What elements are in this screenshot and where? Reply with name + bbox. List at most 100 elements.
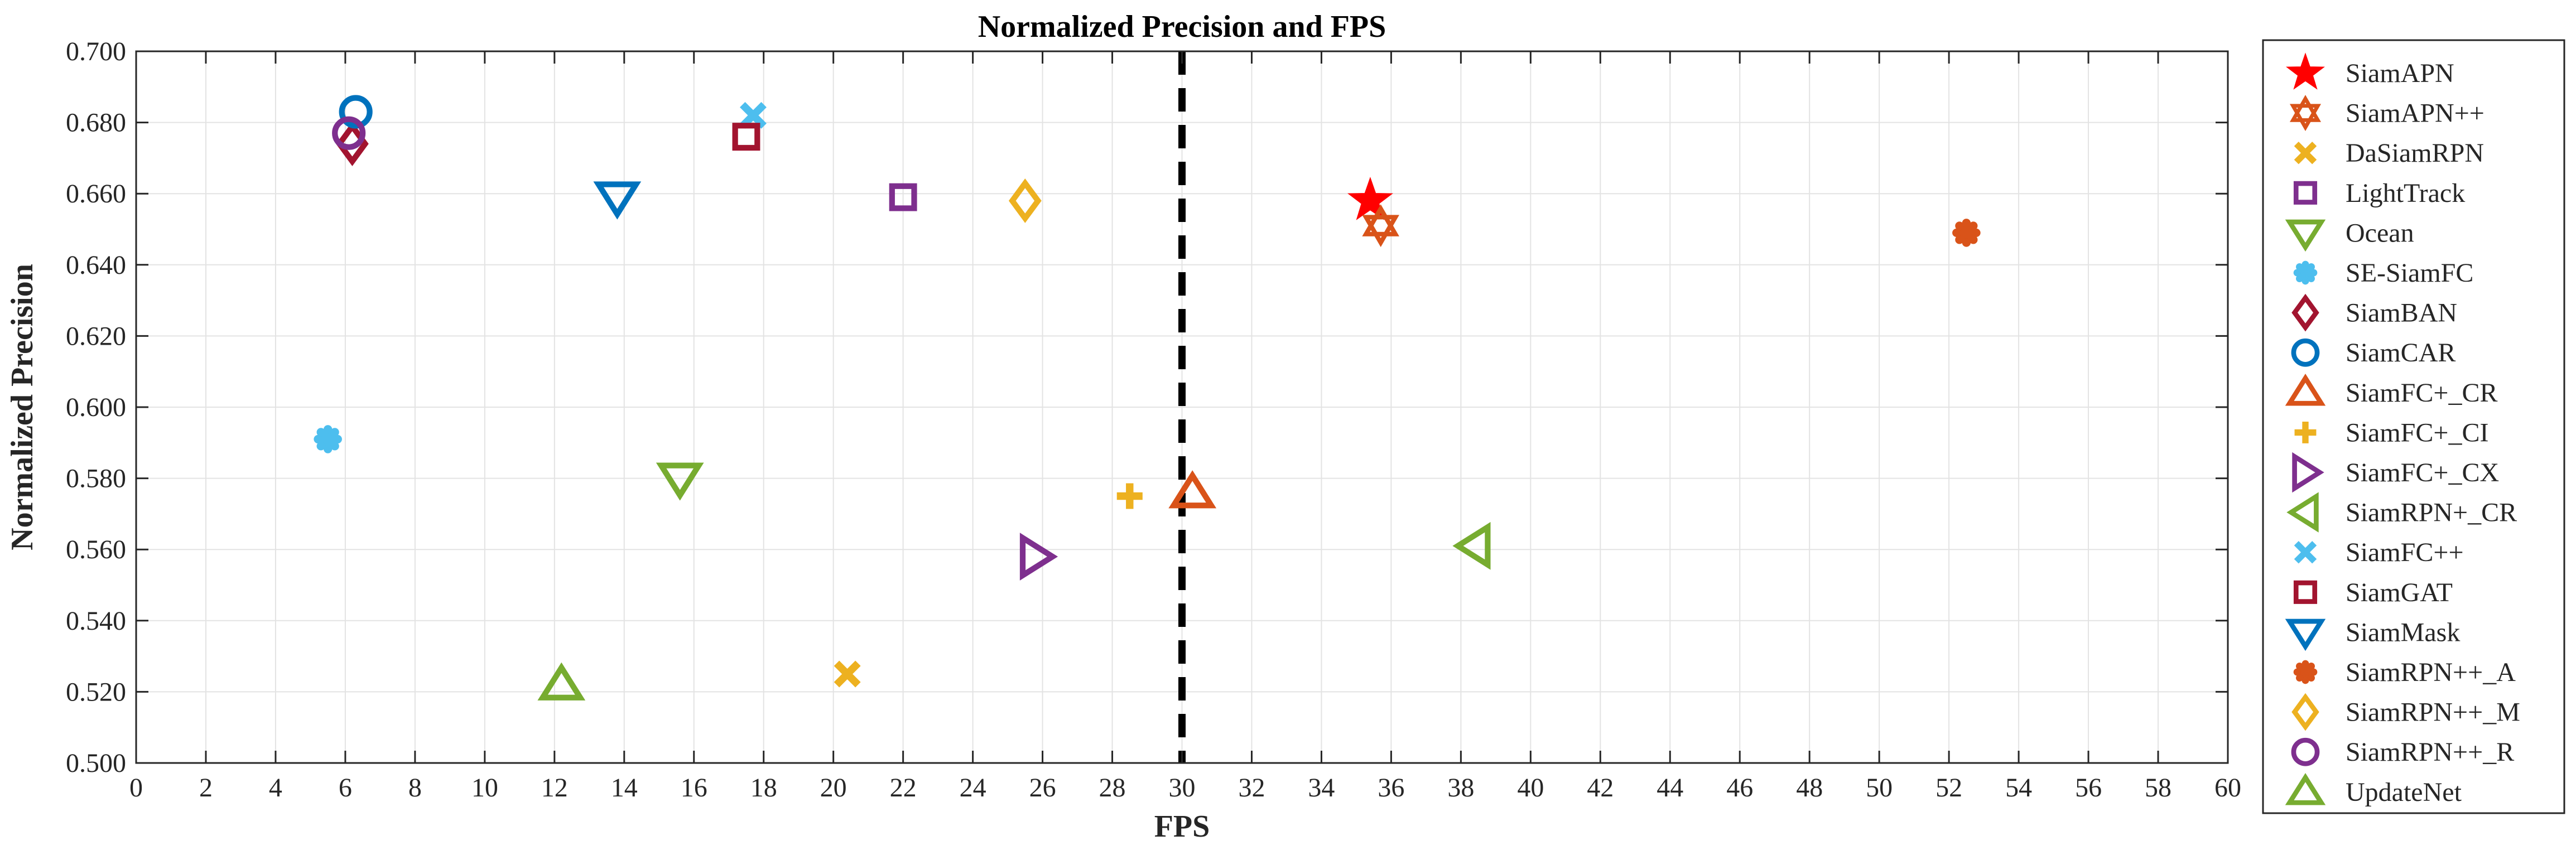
x-tick-label: 2 [199,773,213,803]
legend-label: SiamMask [2346,617,2460,647]
legend-marker [2291,693,2319,731]
data-point-siamrpnp-cr [1452,521,1491,570]
legend-box [2262,39,2565,814]
x-tick-label: 42 [1587,773,1614,803]
legend-label: SiamFC+_CX [2346,458,2499,487]
legend-marker [2293,580,2318,604]
x-tick-label: 56 [2075,773,2102,803]
legend-marker [2286,492,2319,533]
legend-marker [2285,219,2326,252]
legend-label: SiamAPN [2346,59,2454,88]
data-point-siamrpnpp-a [1952,219,1981,247]
y-tick-label: 0.660 [66,179,126,209]
legend-marker [2291,338,2320,367]
x-tick-label: 22 [890,773,917,803]
x-tick-label: 12 [541,773,568,803]
data-point-siamfcpp [740,102,767,129]
legend-entry-ocean: Ocean [2285,218,2414,252]
legend-entry-se-siamfc: SE-SiamFC [2293,258,2473,288]
legend-label: DaSiamRPN [2346,138,2484,168]
legend-label: SiamCAR [2346,338,2455,368]
x-tick-label: 40 [1517,773,1544,803]
x-tick-label: 32 [1238,773,1265,803]
y-axis-title: Normalized Precision [5,264,40,550]
x-tick-label: 50 [1866,773,1893,803]
legend-label: SiamGAT [2346,578,2453,607]
x-tick-label: 30 [1169,773,1196,803]
legend-marker [2294,421,2317,443]
y-tick-label: 0.540 [66,606,126,636]
chart-title: Normalized Precision and FPS [978,9,1386,44]
legend-entry-siamrpnpp-m: SiamRPN++_M [2291,693,2520,731]
legend-label: LightTrack [2346,178,2465,208]
legend-label: SiamAPN++ [2346,99,2484,128]
legend-label: SiamBAN [2346,298,2457,328]
legend-label: SiamRPN++_A [2346,658,2516,687]
legend: SiamAPN SiamAPN++ DaSiamRPN LightTrack Ocean… [2262,39,2565,814]
legend-entry-siamrpnpp-a: SiamRPN++_A [2293,658,2516,687]
legend-marker [2294,540,2317,564]
legend-entry-updatenet: UpdateNet [2285,772,2462,807]
legend-label: SiamRPN+_CR [2346,498,2517,528]
legend-entry-siamrpnpp-r: SiamRPN++_R [2291,737,2514,767]
data-point-siamapnpp [1362,204,1399,247]
x-tick-label: 58 [2145,773,2171,803]
data-point-se-siamfc [314,425,342,453]
data-point-siamrpnpp-r [332,116,366,150]
grid [136,51,2228,764]
x-tick-label: 36 [1378,773,1404,803]
legend-marker [2289,95,2322,132]
x-tick-label: 54 [2005,773,2032,803]
legend-label: SiamFC+_CI [2346,418,2488,447]
legend-entry-siamapn: SiamAPN [2285,52,2454,90]
legend-marker [2291,737,2320,766]
data-point-ocean [656,462,704,501]
legend-entry-siamban: SiamBAN [2291,293,2457,332]
x-tick-label: 20 [820,773,847,803]
legend-marker [2292,452,2324,493]
legend-entry-siamrpnp-cr: SiamRPN+_CR [2286,492,2517,533]
y-tick-label: 0.580 [66,464,126,494]
legend-entry-siamfcp-cr: SiamFC+_CR [2285,373,2497,408]
x-tick-label: 60 [2214,773,2241,803]
x-tick-label: 6 [339,773,352,803]
x-tick-label: 0 [129,773,143,803]
y-tick-label: 0.680 [66,108,126,138]
legend-marker [2285,619,2326,651]
data-point-lighttrack [889,183,917,211]
legend-label: SiamRPN++_R [2346,737,2514,767]
legend-label: SiamFC+_CR [2346,378,2497,408]
legend-entry-lighttrack: LightTrack [2293,178,2465,208]
data-point-siammask [593,181,642,220]
x-tick-label: 18 [750,773,777,803]
legend-marker [2294,141,2317,165]
x-tick-label: 46 [1726,773,1753,803]
axis-ticks: 0 2 4 6 8 10 12 14 16 18 20 22 24 26 28 30 32 34 36 38 40 42 4… [66,37,2241,803]
x-tick-label: 26 [1029,773,1056,803]
legend-marker [2285,772,2326,805]
y-tick-label: 0.620 [66,321,126,351]
data-point-dasiamrpn [834,660,861,688]
data-point-updatenet [537,662,586,701]
legend-entry-siamcar: SiamCAR [2291,338,2455,368]
x-tick-label: 16 [681,773,707,803]
data-point-siamfcp-cr [1168,470,1217,509]
legend-label: UpdateNet [2346,777,2462,807]
legend-marker [2285,373,2326,406]
y-tick-label: 0.640 [66,250,126,280]
x-tick-label: 38 [1447,773,1474,803]
x-tick-label: 52 [1935,773,1962,803]
x-tick-label: 14 [611,773,638,803]
legend-entry-siamfcp-cx: SiamFC+_CX [2292,452,2499,493]
data-point-siamgat [732,123,760,151]
legend-entry-siamgat: SiamGAT [2293,578,2453,607]
y-tick-label: 0.500 [66,748,126,778]
y-tick-label: 0.520 [66,677,126,707]
x-axis-title: FPS [1154,809,1210,844]
legend-marker [2293,260,2318,285]
x-tick-label: 8 [408,773,422,803]
data-point-siamfcp-cx [1019,533,1058,581]
legend-entry-dasiamrpn: DaSiamRPN [2294,138,2484,168]
data-point-siamcar [339,95,373,129]
